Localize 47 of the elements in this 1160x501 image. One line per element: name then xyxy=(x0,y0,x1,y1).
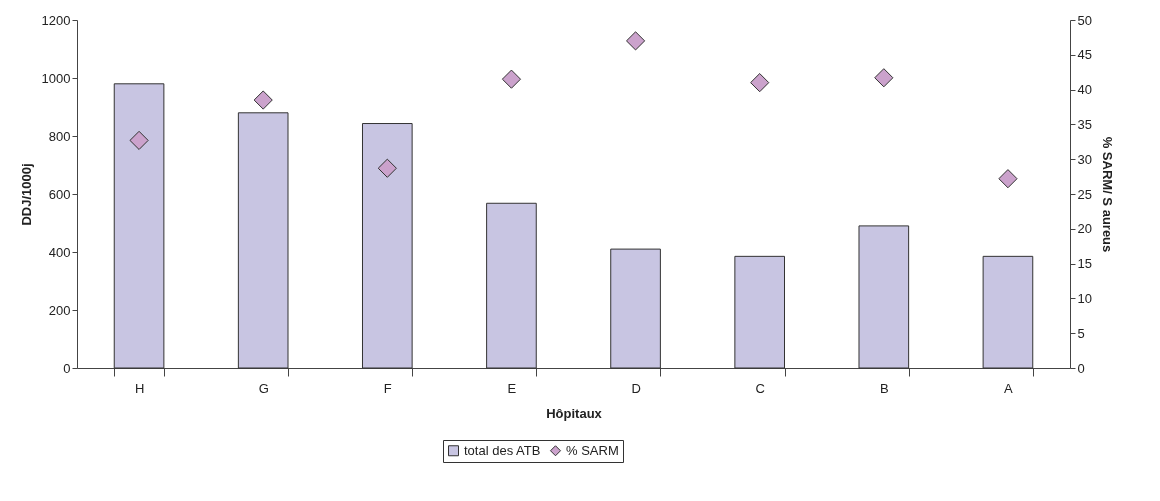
x-tick-label: F xyxy=(383,380,392,396)
y2-tick-label: 25 xyxy=(1077,186,1092,202)
bar xyxy=(237,112,289,369)
y2-tick-label: 0 xyxy=(1077,360,1085,376)
y2-tick-label: 5 xyxy=(1077,325,1085,341)
y2-axis-title: % SARM/ S aureus xyxy=(1099,136,1115,253)
point xyxy=(129,130,149,150)
y-tick-label: 1200 xyxy=(41,12,71,28)
bar xyxy=(610,248,661,369)
y2-tick-label: 15 xyxy=(1077,256,1092,272)
bar xyxy=(858,225,910,369)
point xyxy=(253,90,273,110)
y2-tick-label: 50 xyxy=(1077,12,1092,28)
x-tick-label: D xyxy=(631,380,641,396)
bar xyxy=(486,202,537,369)
x-tick-label: A xyxy=(1004,380,1014,396)
y2-tick-label: 40 xyxy=(1077,82,1092,98)
x-axis-title: Hôpitaux xyxy=(546,405,603,421)
point xyxy=(998,169,1018,189)
point xyxy=(625,31,646,51)
point xyxy=(874,68,894,88)
bar xyxy=(982,255,1034,369)
x-tick-label: C xyxy=(755,380,765,396)
x-tick-label: G xyxy=(258,380,269,396)
point xyxy=(750,73,770,93)
y-axis-title: DDJ/1000j xyxy=(18,163,34,226)
x-tick-label: H xyxy=(134,380,145,396)
legend-label: % SARM xyxy=(566,442,619,458)
y2-tick-label: 20 xyxy=(1077,221,1092,237)
y-tick-label: 800 xyxy=(48,128,71,144)
y2-tick-label: 35 xyxy=(1077,116,1092,132)
y-tick-label: 1000 xyxy=(41,70,71,86)
y2-tick-label: 10 xyxy=(1077,290,1092,306)
point xyxy=(377,158,397,178)
bar xyxy=(361,123,413,369)
y-tick-label: 600 xyxy=(48,186,71,202)
y-tick-label: 0 xyxy=(63,360,71,376)
y2-tick-label: 45 xyxy=(1077,47,1092,63)
bar xyxy=(113,83,165,369)
x-tick-label: E xyxy=(507,380,517,396)
bar xyxy=(734,255,786,369)
y2-tick-label: 30 xyxy=(1077,151,1092,167)
y-tick-label: 400 xyxy=(48,244,71,260)
point xyxy=(501,69,522,89)
y-tick-label: 200 xyxy=(48,302,71,318)
legend-label: total des ATB xyxy=(464,442,541,458)
x-tick-label: B xyxy=(879,380,889,396)
